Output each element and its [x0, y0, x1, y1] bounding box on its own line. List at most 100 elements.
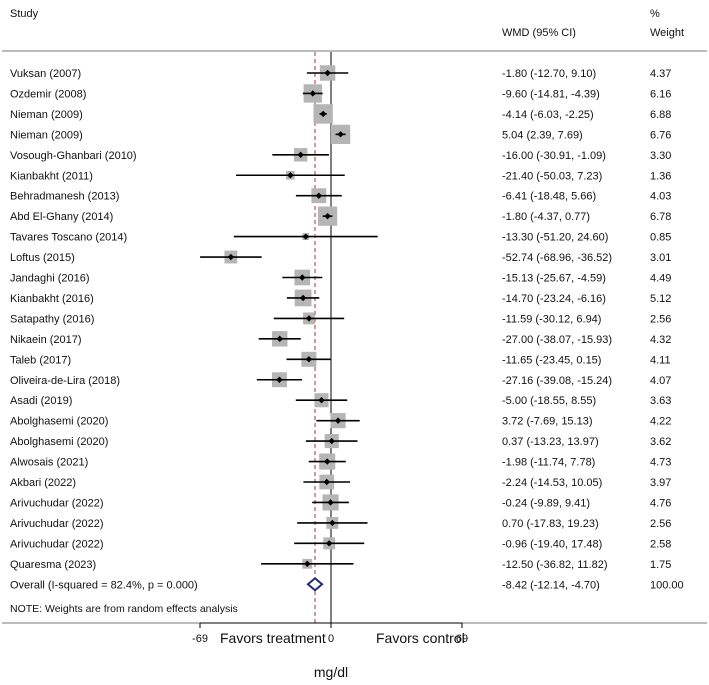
ci-header: WMD (95% CI): [502, 27, 576, 39]
study-weight: 5.12: [650, 293, 671, 305]
study-ci: -0.24 (-9.89, 9.41): [502, 497, 590, 509]
study-name: Abolghasemi (2020): [10, 436, 108, 448]
study-ci: -5.00 (-18.55, 8.55): [502, 395, 596, 407]
point-estimate: [324, 212, 331, 220]
study-name: Asadi (2019): [10, 395, 72, 407]
study-name: Satapathy (2016): [10, 313, 94, 325]
study-name: Arivuchudar (2022): [10, 518, 104, 530]
study-weight: 4.37: [650, 68, 671, 80]
study-ci: -12.50 (-36.82, 11.82): [502, 559, 608, 571]
point-estimate: [324, 458, 331, 465]
study-name: Ozdemir (2008): [10, 88, 86, 100]
x-axis-ticks: -69 0 69: [192, 623, 468, 645]
study-ci: -13.30 (-51.20, 24.60): [502, 232, 608, 244]
study-ci: -16.00 (-30.91, -1.09): [502, 150, 606, 162]
point-estimate: [319, 110, 327, 118]
study-weight: 1.36: [650, 170, 671, 182]
point-estimate: [299, 274, 306, 281]
study-ci: -27.00 (-38.07, -15.93): [502, 334, 612, 346]
favors-treatment-label: Favors treatment: [220, 630, 326, 646]
study-name: Arivuchudar (2022): [10, 497, 104, 509]
study-weight: 6.76: [650, 129, 671, 141]
study-weight: 4.03: [650, 191, 671, 203]
study-name: Tavares Toscano (2014): [10, 232, 127, 244]
weight-header-label: Weight: [650, 27, 684, 39]
study-ci: -14.70 (-23.24, -6.16): [502, 293, 606, 305]
point-estimate: [302, 233, 309, 240]
study-weight: 4.32: [650, 334, 671, 346]
favors-control-label: Favors control: [376, 630, 465, 646]
weights-note: NOTE: Weights are from random effects an…: [10, 603, 238, 615]
point-estimate: [227, 253, 235, 261]
study-name: Oliveira-de-Lira (2018): [10, 375, 120, 387]
study-ci: -52.74 (-68.96, -36.52): [502, 252, 612, 264]
study-ci: 0.37 (-13.23, 13.97): [502, 436, 599, 448]
study-name: Alwosais (2021): [10, 457, 88, 469]
point-estimate: [276, 335, 283, 343]
study-name: Akbari (2022): [10, 477, 76, 489]
point-estimate: [324, 69, 331, 77]
study-ci: -1.80 (-4.37, 0.77): [502, 211, 590, 223]
study-weight: 4.11: [650, 354, 671, 366]
study-weight: 4.73: [650, 457, 671, 469]
study-ci: -11.59 (-30.12, 6.94): [502, 313, 601, 325]
point-estimate: [325, 540, 333, 547]
point-estimate: [318, 397, 325, 404]
plot-area: [200, 52, 378, 623]
study-ci: -0.96 (-19.40, 17.48): [502, 538, 602, 550]
study-weight: 6.16: [650, 88, 671, 100]
point-estimate: [297, 151, 304, 158]
study-name: Behradmanesh (2013): [10, 191, 119, 203]
study-ci: -2.24 (-14.53, 10.05): [502, 477, 602, 489]
overall-ci: -8.42 (-12.14, -4.70): [502, 579, 600, 591]
study-name: Nieman (2009): [10, 129, 83, 141]
study-ci: 0.70 (-17.83, 19.23): [502, 518, 599, 530]
study-weight: 4.22: [650, 416, 671, 428]
study-name: Vosough-Ghanbari (2010): [10, 150, 137, 162]
study-name: Quaresma (2023): [10, 559, 96, 571]
study-name: Jandaghi (2016): [10, 273, 90, 285]
study-ci: -1.98 (-11.74, 7.78): [502, 457, 595, 469]
study-name: Arivuchudar (2022): [10, 538, 104, 550]
study-ci: -15.13 (-25.67, -4.59): [502, 273, 606, 285]
point-estimate: [287, 172, 294, 179]
study-ci: -6.41 (-18.48, 5.66): [502, 191, 596, 203]
point-estimate: [309, 90, 316, 97]
study-ci: -4.14 (-6.03, -2.25): [502, 109, 594, 121]
overall-diamond: [306, 576, 324, 592]
overall-label: Overall (I-squared = 82.4%, p = 0.000): [10, 579, 198, 591]
study-name: Kianbakht (2016): [10, 293, 94, 305]
study-weight: 2.56: [650, 518, 671, 530]
point-estimate: [299, 294, 307, 302]
study-weight: 4.07: [650, 375, 671, 387]
study-weight: 3.63: [650, 395, 671, 407]
study-name: Taleb (2017): [10, 354, 71, 366]
point-estimate: [329, 519, 336, 527]
study-rows: Vuksan (2007) -1.80 (-12.70, 9.10) 4.37 Ozd…: [10, 68, 684, 591]
study-ci: -11.65 (-23.45, 0.15): [502, 354, 601, 366]
point-estimate: [323, 478, 330, 486]
study-weight: 2.56: [650, 313, 671, 325]
study-weight: 4.49: [650, 273, 671, 285]
point-estimate: [305, 356, 313, 363]
study-weight: 3.62: [650, 436, 671, 448]
point-estimate: [305, 315, 313, 322]
study-name: Loftus (2015): [10, 252, 75, 264]
study-weight: 6.88: [650, 109, 671, 121]
point-estimate: [327, 499, 334, 506]
point-estimate: [337, 131, 344, 138]
study-name: Nikaein (2017): [10, 334, 82, 346]
weight-header-symbol: %: [650, 8, 660, 20]
study-ci: -9.60 (-14.81, -4.39): [502, 88, 600, 100]
study-weight: 6.78: [650, 211, 671, 223]
study-ci: -21.40 (-50.03, 7.23): [502, 170, 602, 182]
study-header: Study: [10, 8, 39, 20]
point-estimate: [315, 192, 323, 199]
point-estimate: [334, 417, 342, 424]
study-ci: -1.80 (-12.70, 9.10): [502, 68, 596, 80]
tick-label: 69: [456, 633, 468, 645]
study-weight: 0.85: [650, 232, 671, 244]
x-axis-label: mg/dl: [314, 664, 348, 680]
study-weight: 3.01: [650, 252, 671, 264]
